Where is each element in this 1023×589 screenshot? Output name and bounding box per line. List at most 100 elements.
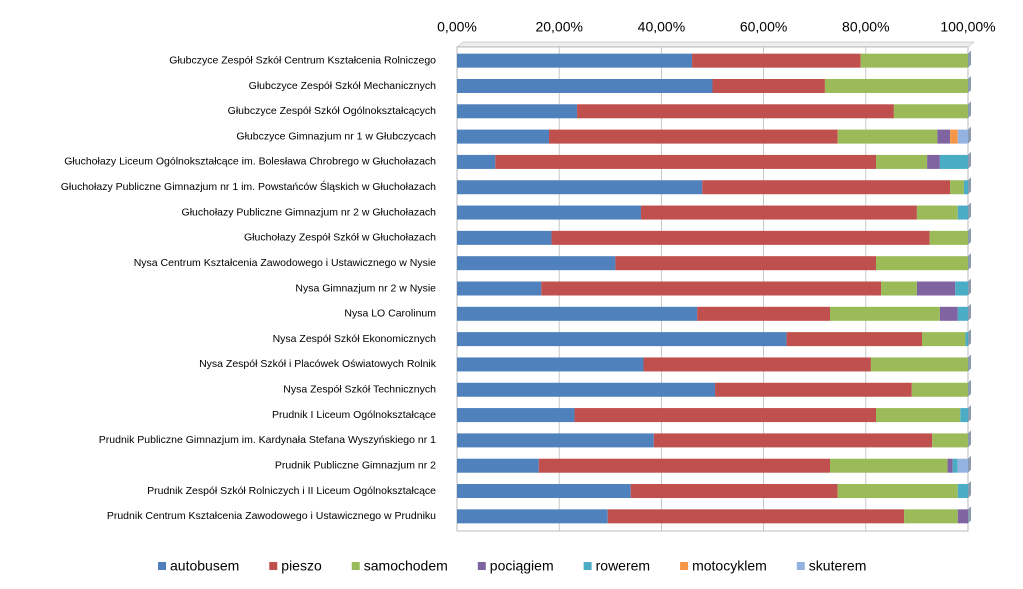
legend-label: autobusem <box>170 558 239 574</box>
bar-depth <box>968 430 971 448</box>
x-tick-label: 80,00% <box>842 19 889 35</box>
bar-segment <box>881 281 917 296</box>
bar-segment <box>457 256 616 271</box>
bar-depth <box>968 75 971 93</box>
bar-segment <box>697 306 831 321</box>
bar-segment <box>939 306 958 321</box>
x-tick-label: 40,00% <box>638 19 685 35</box>
bar-segment <box>955 281 968 296</box>
legend-label: pociągiem <box>490 558 554 574</box>
bar-segment <box>457 78 713 93</box>
bar-segment <box>911 382 968 397</box>
bar-segment <box>876 154 928 169</box>
bar-segment <box>957 458 968 473</box>
x-tick-label: 100,00% <box>940 19 995 35</box>
y-tick-label: Prudnik I Liceum Ogólnokształcące <box>272 409 436 421</box>
y-tick-label: Prudnik Publiczne Gimnazjum im. Kardynał… <box>99 434 436 446</box>
bar-depth <box>968 253 971 271</box>
bar-segment <box>457 154 496 169</box>
bar-depth <box>968 50 971 68</box>
bar-segment <box>457 509 608 524</box>
bar-segment <box>965 332 968 347</box>
y-tick-label: Głubczyce Zespół Szkół Ogólnokształcącyc… <box>228 105 436 117</box>
bar-segment <box>630 484 838 499</box>
bar-segment <box>904 509 958 524</box>
y-tick-label: Głuchołazy Zespół Szkół w Głuchołazach <box>244 232 436 244</box>
bar-segment <box>837 129 938 144</box>
bar-segment <box>715 382 912 397</box>
bar-segment <box>457 484 631 499</box>
y-tick-label: Prudnik Centrum Kształcenia Zawodowego i… <box>107 510 436 522</box>
bar-segment <box>457 129 549 144</box>
bar-segment <box>640 205 917 220</box>
bar-segment <box>457 332 787 347</box>
bar-segment <box>541 281 882 296</box>
y-tick-label: Głubczyce Zespół Szkół Centrum Kształcen… <box>169 54 436 66</box>
legend-label: rowerem <box>596 558 650 574</box>
bar-segment <box>574 408 877 423</box>
bar-segment <box>876 408 961 423</box>
bar-depth <box>968 126 971 144</box>
bar-depth <box>968 379 971 397</box>
bar-segment <box>548 129 838 144</box>
bar-segment <box>457 357 644 372</box>
bar-segment <box>457 281 542 296</box>
bar-segment <box>957 484 968 499</box>
bar-depth <box>968 354 971 372</box>
bar-segment <box>950 129 958 144</box>
y-tick-label: Nysa Zespół Szkół i Placówek Oświatowych… <box>199 358 437 370</box>
bar-segment <box>837 484 958 499</box>
bar-depth <box>968 177 971 195</box>
plot-back-top <box>456 41 975 48</box>
bar-segment <box>653 433 933 448</box>
bar-segment <box>457 205 641 220</box>
bar-segment <box>932 433 968 448</box>
bar-segment <box>457 53 693 68</box>
bar-depth <box>968 329 971 347</box>
bar-segment <box>957 205 968 220</box>
bar-segment <box>916 205 958 220</box>
bar-segment <box>643 357 871 372</box>
legend-label: motocyklem <box>692 558 767 574</box>
bar-segment <box>712 78 825 93</box>
bar-segment <box>893 104 968 119</box>
bar-depth <box>968 405 971 423</box>
legend-swatch <box>269 562 278 570</box>
bar-segment <box>457 408 575 423</box>
bar-segment <box>495 154 877 169</box>
x-tick-label: 20,00% <box>535 19 582 35</box>
bar-segment <box>916 281 956 296</box>
bar-depth <box>968 455 971 473</box>
bar-depth <box>968 278 971 296</box>
bar-segment <box>963 180 968 195</box>
bar-segment <box>457 180 703 195</box>
bar-segment <box>929 230 968 245</box>
bar-segment <box>457 230 552 245</box>
bar-segment <box>939 154 968 169</box>
bar-segment <box>870 357 968 372</box>
bar-segment <box>457 382 716 397</box>
y-tick-label: Prudnik Publiczne Gimnazjum nr 2 <box>275 459 436 471</box>
bar-depth <box>968 506 971 524</box>
legend-label: pieszo <box>281 558 322 574</box>
y-tick-label: Głuchołazy Publiczne Gimnazjum nr 1 im. … <box>61 180 436 193</box>
y-tick-label: Głuchołazy Publiczne Gimnazjum nr 2 w Gł… <box>182 206 437 218</box>
y-tick-label: Prudnik Zespół Szkół Rolniczych i II Lic… <box>147 485 436 497</box>
y-tick-label: Głubczyce Gimnazjum nr 1 w Głubczycach <box>236 130 436 142</box>
x-tick-label: 0,00% <box>437 19 477 35</box>
bar-depth <box>968 202 971 220</box>
y-tick-label: Nysa Gimnazjum nr 2 w Nysie <box>295 282 436 294</box>
bar-segment <box>860 53 968 68</box>
bar-depth <box>968 227 971 245</box>
bar-segment <box>457 458 539 473</box>
legend-swatch <box>583 562 592 570</box>
bar-segment <box>960 408 968 423</box>
bar-segment <box>457 433 654 448</box>
y-tick-label: Nysa Zespół Szkół Technicznych <box>283 384 436 396</box>
bar-segment <box>607 509 905 524</box>
bar-segment <box>876 256 968 271</box>
bar-segment <box>922 332 966 347</box>
legend-swatch <box>796 562 805 570</box>
bar-segment <box>577 104 894 119</box>
